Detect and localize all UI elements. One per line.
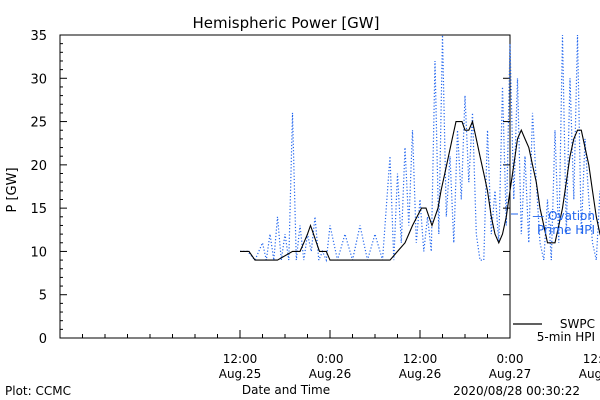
- legend-swpc-line2: 5-min HPI: [537, 330, 595, 344]
- y-tick-label: 35: [30, 29, 47, 44]
- legend-swpc-line1: SWPC: [560, 317, 595, 331]
- y-axis: 0 5 10 15 20 25 30 35: [30, 29, 510, 347]
- x-tick-date-label: Aug.26: [399, 367, 442, 381]
- y-tick-label: 15: [30, 202, 47, 217]
- x-axis-label: Date and Time: [242, 383, 330, 397]
- x-tick-date-label: Aug.25: [219, 367, 262, 381]
- x-tick-date-label: Aug.27: [579, 367, 600, 381]
- x-tick-date-label: Aug.27: [489, 367, 532, 381]
- y-tick-label: 10: [30, 245, 47, 260]
- y-axis-label: P [GW]: [5, 167, 20, 212]
- y-tick-label: 5: [39, 289, 47, 304]
- x-tick-time-label: 12:00: [583, 352, 600, 366]
- footer-plot-credit: Plot: CCMC: [5, 384, 71, 398]
- chart-title: Hemispheric Power [GW]: [193, 14, 380, 32]
- x-tick-time-label: 0:00: [317, 352, 344, 366]
- x-tick-time-label: 12:00: [403, 352, 438, 366]
- y-tick-label: 0: [39, 332, 47, 347]
- y-tick-label: 20: [30, 159, 47, 174]
- legend-ovation-line2: Prime HPI: [537, 223, 595, 237]
- x-tick-time-label: 12:00: [223, 352, 258, 366]
- x-tick-date-label: Aug.26: [309, 367, 352, 381]
- x-axis: 12:00Aug.250:00Aug.2612:00Aug.260:00Aug.…: [82, 330, 600, 381]
- series-swpc-5min-hpi: [240, 119, 600, 261]
- footer-timestamp: 2020/08/28 00:30:22: [453, 384, 580, 398]
- legend-swpc: SWPC 5-min HPI: [513, 317, 595, 344]
- legend-ovation-line1: — Ovation: [532, 209, 595, 223]
- y-tick-label: 30: [30, 72, 47, 87]
- x-tick-time-label: 0:00: [497, 352, 524, 366]
- y-tick-label: 25: [30, 116, 47, 131]
- legend-ovation: — Ovation Prime HPI: [532, 209, 595, 237]
